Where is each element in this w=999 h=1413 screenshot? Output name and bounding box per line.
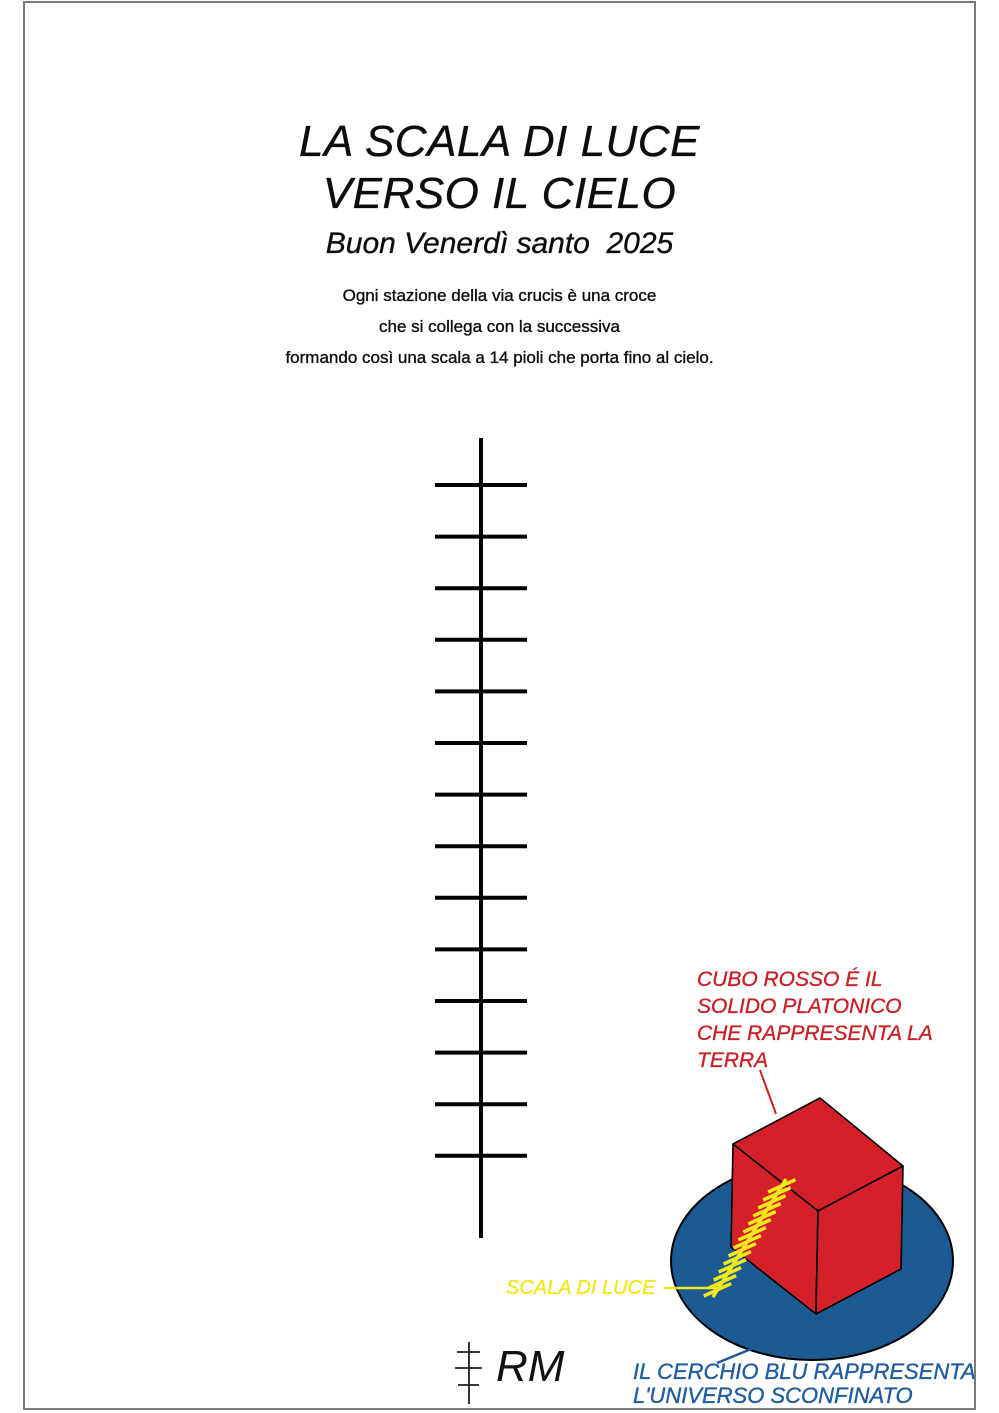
page-subtitle: Buon Venerdì santo 2025 — [325, 227, 674, 260]
earth-cube — [730, 1097, 904, 1315]
page-title-line2: VERSO IL CIELO — [322, 169, 677, 218]
scala-annotation: SCALA DI LUCE — [506, 1277, 656, 1299]
page-border — [23, 1, 976, 1410]
intro-line: Ogni stazione della via crucis è una cro… — [342, 286, 657, 305]
intro-line: che si collega con la successiva — [379, 317, 620, 336]
cube-annotation-line: TERRA — [697, 1049, 769, 1072]
page-title-line1: LA SCALA DI LUCE — [299, 117, 700, 166]
cube-annotation: CUBO ROSSO É IL SOLIDO PLATONICO CHE RAP… — [697, 966, 933, 1074]
cube-right-face — [815, 1165, 904, 1315]
intro-paragraph: Ogni stazione della via crucis è una cro… — [18, 280, 981, 373]
scala-di-luce-ladder — [703, 1178, 797, 1299]
signature-ladder-icon — [455, 1342, 482, 1404]
cube-annotation-line: CHE RAPPRESENTA LA — [697, 1022, 933, 1045]
universe-annotation-line: L'UNIVERSO SCONFINATO — [633, 1383, 913, 1408]
page-header: LA SCALA DI LUCE VERSO IL CIELO Buon Ven… — [18, 116, 981, 266]
intro-line: formando così una scala a 14 pioli che p… — [285, 348, 714, 367]
red-leader-line — [759, 1069, 777, 1115]
signature-text: RM — [496, 1342, 565, 1391]
universe-annotation-line: IL CERCHIO BLU RAPPRESENTA — [633, 1359, 976, 1384]
blue-leader-line — [716, 1345, 757, 1365]
via-crucis-ladder — [435, 438, 527, 1238]
universe-annotation: IL CERCHIO BLU RAPPRESENTA L'UNIVERSO SC… — [633, 1359, 976, 1408]
cube-annotation-line: SOLIDO PLATONICO — [697, 995, 902, 1018]
cube-annotation-line: CUBO ROSSO É IL — [697, 968, 883, 991]
